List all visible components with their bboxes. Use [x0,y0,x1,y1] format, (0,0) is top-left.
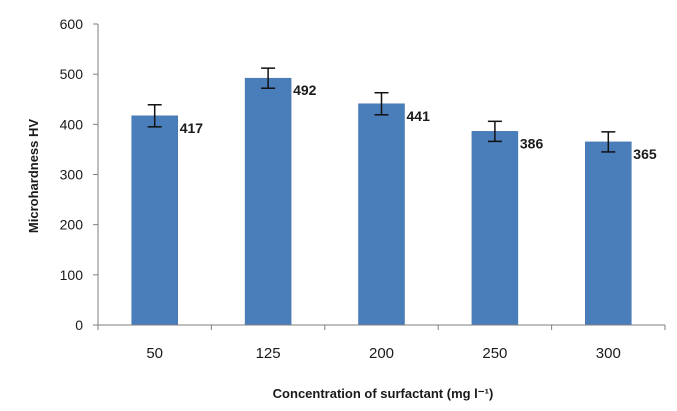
x-tick-label: 300 [596,345,621,362]
data-labels: 417 492 441 386 365 [180,82,657,162]
data-label: 386 [520,135,544,151]
bar [585,141,632,326]
y-tick-label: 100 [60,267,84,283]
bar [244,77,292,326]
bar [358,103,405,326]
bar [131,115,178,326]
x-tick-label: 50 [146,345,163,362]
bars [131,77,632,326]
y-tick-label: 400 [60,116,84,132]
x-axis-ticks: 50 125 200 250 300 [97,325,666,362]
data-label: 417 [180,120,204,136]
y-tick-label: 500 [60,66,84,82]
y-axis-ticks: 0 100 200 300 400 500 600 [60,16,98,333]
x-tick-label: 125 [256,345,281,362]
bar [471,131,519,326]
x-tick-label: 250 [482,345,507,362]
error-bars [147,67,616,153]
y-tick-label: 0 [75,317,83,333]
data-label: 492 [293,82,317,98]
data-label: 441 [407,108,431,124]
y-tick-label: 200 [60,217,84,233]
y-tick-label: 600 [60,16,84,32]
y-tick-label: 300 [60,167,84,183]
x-tick-label: 200 [369,345,394,362]
data-label: 365 [633,146,657,162]
x-axis-label: Concentration of surfactant (mg l⁻¹) [273,386,494,401]
y-axis-label: Microhardness HV [26,119,41,233]
